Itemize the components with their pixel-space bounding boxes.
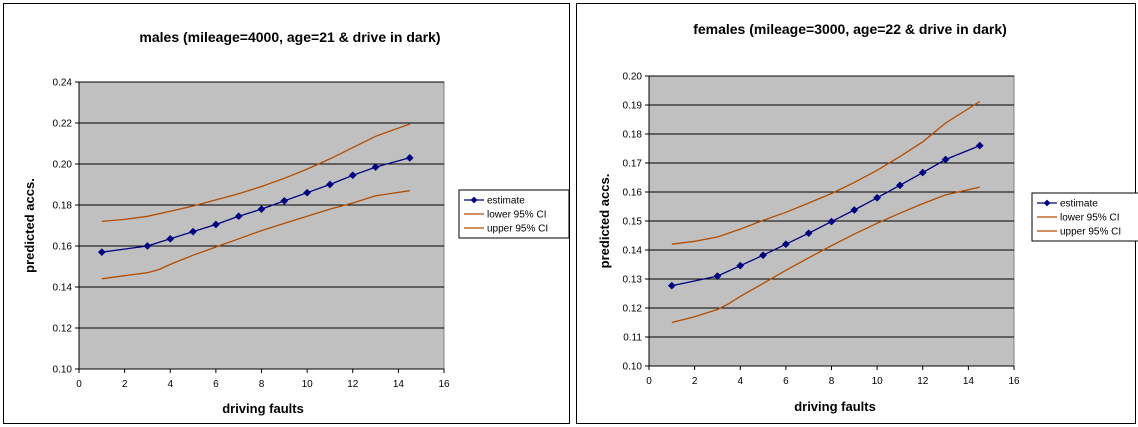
- y-tick-label: 0.16: [623, 188, 643, 199]
- x-tick-label: 8: [829, 376, 835, 387]
- x-tick-label: 4: [167, 379, 173, 390]
- x-tick-label: 6: [213, 379, 219, 390]
- x-axis-title: driving faults: [222, 401, 304, 416]
- data-point: [97, 248, 106, 257]
- y-tick-label: 0.19: [623, 101, 643, 112]
- y-tick-label: 0.22: [53, 119, 73, 130]
- x-tick-label: 12: [347, 379, 359, 390]
- legend-marker: [1043, 199, 1051, 207]
- y-axis-title: predicted accs.: [22, 178, 37, 273]
- x-tick-label: 10: [872, 376, 884, 387]
- chart-title: females (mileage=3000, age=22 & drive in…: [693, 21, 1007, 37]
- chart-females-frame: females (mileage=3000, age=22 & drive in…: [576, 3, 1138, 424]
- y-tick-label: 0.12: [623, 304, 643, 315]
- data-point: [348, 171, 357, 180]
- x-tick-label: 14: [393, 379, 405, 390]
- y-tick-label: 0.18: [623, 130, 643, 141]
- y-tick-label: 0.20: [53, 160, 73, 171]
- x-tick-label: 2: [122, 379, 128, 390]
- y-tick-label: 0.14: [623, 246, 643, 257]
- data-point: [325, 180, 334, 189]
- plot-area: [78, 81, 445, 370]
- series-line-1: [671, 186, 980, 324]
- data-point: [303, 188, 312, 197]
- data-point: [781, 240, 790, 249]
- data-point: [405, 153, 414, 162]
- y-tick-label: 0.24: [53, 78, 73, 89]
- data-point: [736, 261, 745, 270]
- data-point: [371, 163, 380, 172]
- x-tick-label: 16: [1008, 376, 1020, 387]
- chart-males: males (mileage=4000, age=21 & drive in d…: [22, 29, 570, 416]
- x-axis-title: driving faults: [794, 399, 876, 414]
- series-line-2: [671, 100, 981, 245]
- data-point: [234, 212, 243, 221]
- data-point: [166, 234, 175, 243]
- x-tick-label: 0: [76, 379, 82, 390]
- y-tick-label: 0.16: [53, 242, 73, 253]
- x-tick-label: 10: [302, 379, 314, 390]
- data-point: [827, 217, 836, 226]
- data-point: [189, 227, 198, 236]
- x-tick-label: 4: [737, 376, 743, 387]
- y-tick-label: 0.15: [623, 217, 643, 228]
- y-tick-label: 0.14: [53, 283, 73, 294]
- data-point: [918, 168, 927, 177]
- series-line-2: [101, 123, 411, 223]
- chart-title: males (mileage=4000, age=21 & drive in d…: [139, 29, 440, 45]
- x-tick-label: 2: [692, 376, 698, 387]
- y-tick-label: 0.13: [623, 275, 643, 286]
- y-axis-title: predicted accs.: [597, 174, 612, 269]
- x-tick-label: 0: [646, 376, 652, 387]
- y-tick-label: 0.20: [623, 72, 643, 83]
- data-point: [211, 220, 220, 229]
- y-tick-label: 0.10: [53, 365, 73, 376]
- legend-marker: [470, 196, 478, 204]
- x-tick-label: 12: [917, 376, 929, 387]
- data-point: [257, 205, 266, 214]
- y-tick-label: 0.10: [623, 362, 643, 373]
- x-tick-label: 14: [963, 376, 975, 387]
- data-point: [895, 181, 904, 190]
- legend-label-1: lower 95% CI: [1060, 213, 1119, 224]
- data-point: [280, 196, 289, 205]
- legend-label-2: upper 95% CI: [1060, 227, 1121, 238]
- x-tick-label: 8: [259, 379, 265, 390]
- data-point: [713, 272, 722, 281]
- y-tick-label: 0.11: [623, 333, 642, 344]
- legend-label-2: upper 95% CI: [487, 224, 548, 235]
- data-point: [850, 206, 859, 214]
- chart-females: females (mileage=3000, age=22 & drive in…: [597, 21, 1138, 414]
- x-tick-label: 16: [438, 379, 450, 390]
- data-point: [975, 141, 984, 150]
- y-tick-label: 0.12: [53, 324, 73, 335]
- series-line-1: [101, 190, 410, 280]
- data-point: [941, 155, 950, 164]
- legend-label-0: estimate: [1060, 199, 1098, 210]
- data-point: [143, 242, 152, 250]
- data-point: [667, 281, 676, 290]
- x-tick-label: 6: [783, 376, 789, 387]
- legend-label-0: estimate: [487, 196, 525, 207]
- data-point: [804, 229, 813, 238]
- chart-males-frame: males (mileage=4000, age=21 & drive in d…: [3, 3, 570, 424]
- legend-label-1: lower 95% CI: [487, 210, 546, 221]
- data-point: [759, 251, 768, 260]
- y-tick-label: 0.18: [53, 201, 73, 212]
- data-point: [873, 193, 882, 202]
- y-tick-label: 0.17: [623, 159, 643, 170]
